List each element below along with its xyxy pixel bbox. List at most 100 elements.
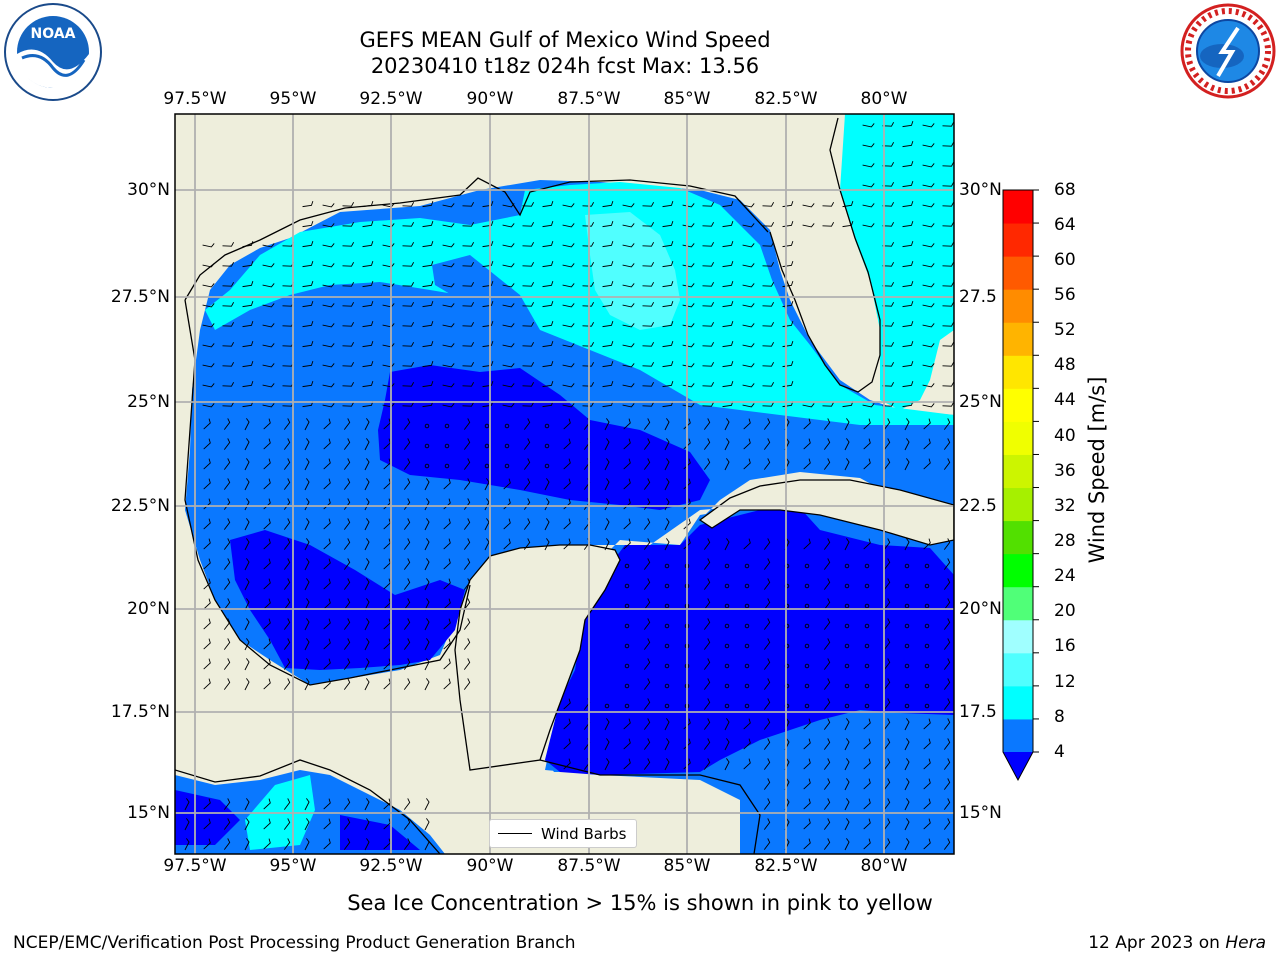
wind-barb: [642, 262, 655, 267]
wind-barb: [203, 838, 211, 850]
wind-barb: [682, 343, 695, 348]
wind-barb: [643, 618, 651, 630]
wind-barb: [323, 418, 331, 430]
wind-barb: [682, 243, 695, 248]
lon-tick-top: 80°W: [860, 89, 908, 109]
wind-barb: [262, 323, 275, 328]
wind-barb: [763, 458, 771, 470]
lat-tick-left: 17.5°N: [110, 702, 170, 722]
wind-barb: [662, 360, 674, 368]
wind-barb: [523, 438, 531, 450]
wind-barb: [302, 280, 314, 288]
wind-barb: [462, 202, 475, 207]
wind-barb: [522, 222, 535, 227]
wind-barb: [742, 203, 755, 208]
wind-barb: [722, 260, 734, 268]
wind-barb: [244, 458, 250, 471]
calm-wind-marker: [804, 583, 810, 589]
wind-barb: [342, 362, 355, 367]
wind-barb: [883, 418, 891, 430]
colorbar-segment: [1003, 718, 1033, 753]
wind-barb: [283, 618, 291, 630]
wind-barb: [622, 323, 635, 328]
calm-wind-marker: [484, 463, 490, 469]
wind-barb: [563, 718, 571, 730]
wind-barb: [883, 758, 891, 770]
wind-barb: [582, 282, 595, 287]
wind-barb: [244, 798, 250, 811]
wind-barb: [364, 798, 370, 811]
wind-barb: [403, 558, 411, 570]
wind-barb: [703, 758, 711, 770]
wind-barb: [602, 200, 614, 208]
wind-barb: [203, 538, 211, 550]
colorbar-tick: 24: [1054, 566, 1076, 586]
wind-barb: [942, 202, 954, 207]
wind-barb: [742, 343, 755, 348]
wind-barb: [222, 342, 235, 347]
wind-barb: [562, 303, 575, 308]
wind-barb: [604, 538, 610, 551]
wind-barb: [722, 240, 734, 248]
calm-wind-marker: [864, 603, 870, 609]
wind-barb: [702, 342, 715, 347]
wind-barb: [463, 478, 471, 490]
wind-barb: [743, 458, 751, 470]
wind-barb: [502, 343, 515, 348]
wind-barb: [263, 798, 271, 810]
wind-barb: [223, 558, 231, 570]
wind-barb: [702, 222, 715, 227]
calm-wind-marker: [424, 443, 430, 449]
calm-wind-marker: [904, 563, 910, 569]
wind-barb: [403, 818, 411, 830]
wind-barb: [223, 478, 231, 490]
wind-barb: [643, 738, 651, 750]
wind-barb: [883, 678, 891, 690]
lon-tick-bottom: 95°W: [269, 856, 317, 876]
wind-barb: [702, 382, 715, 387]
wind-barb: [722, 340, 734, 348]
wind-barb: [223, 438, 231, 450]
wind-barb: [763, 418, 771, 430]
wind-barb: [703, 618, 711, 630]
wind-barb: [203, 418, 211, 430]
wind-barb: [242, 280, 254, 288]
calm-wind-marker: [844, 563, 850, 569]
wind-barb: [223, 598, 231, 610]
wind-barb: [482, 200, 494, 208]
wind-barb: [844, 538, 850, 551]
calm-wind-marker: [664, 563, 670, 569]
wind-barb: [923, 798, 931, 810]
wind-barb: [462, 402, 475, 407]
caribbean-wind-0-4: [545, 508, 954, 775]
noaa-logo: NOAA: [4, 3, 102, 101]
wind-barb: [643, 418, 651, 430]
wind-barb: [343, 458, 351, 470]
wind-barb: [304, 498, 310, 511]
wind-barb: [943, 798, 951, 810]
colorbar-segment: [1003, 223, 1033, 257]
wind-barb: [244, 618, 250, 631]
wind-barb: [643, 698, 651, 710]
wind-barb: [563, 458, 571, 470]
wind-barb: [242, 300, 254, 308]
gulf-coastline: [184, 177, 769, 301]
wind-barb: [643, 718, 651, 730]
wind-barb: [763, 598, 771, 610]
wind-barb: [424, 538, 430, 551]
wind-barb: [502, 363, 515, 368]
lon-tick-top: 90°W: [466, 89, 514, 109]
calm-wind-marker: [744, 563, 750, 569]
wind-barb: [904, 458, 910, 471]
wind-barb: [443, 598, 451, 610]
wind-barb: [502, 403, 515, 408]
wind-barb: [263, 478, 271, 490]
wind-barb: [662, 380, 674, 388]
wind-barb: [422, 240, 434, 248]
wind-barb: [762, 402, 775, 407]
colorbar-tick: 40: [1054, 426, 1076, 446]
map-legend: Wind Barbs: [489, 819, 637, 848]
wind-barb: [604, 418, 610, 431]
wind-barb: [563, 498, 571, 510]
